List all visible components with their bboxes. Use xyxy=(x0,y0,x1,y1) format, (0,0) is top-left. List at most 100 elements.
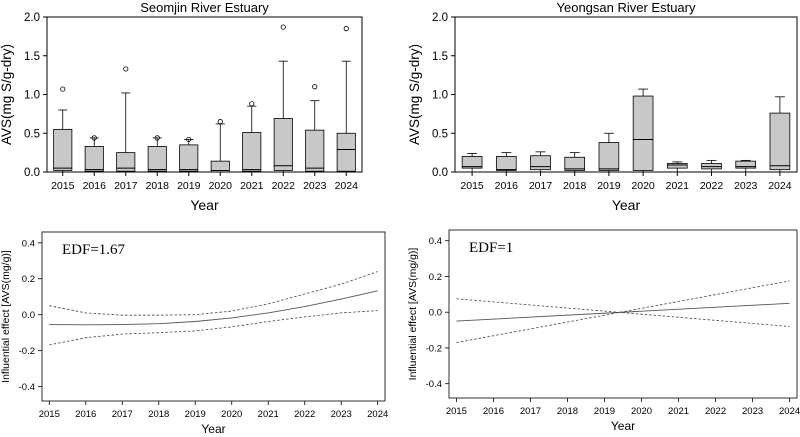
chart-title: Seomjin River Estuary xyxy=(140,0,269,15)
box-2019 xyxy=(598,132,620,173)
boxplot-panel-0: Seomjin River Estuary 0.0 0.5 1.0 1.5 2.0 2015… xyxy=(0,0,363,213)
x-tick-label: 2024 xyxy=(768,180,792,192)
x-tick-label: 2018 xyxy=(146,180,170,192)
outlier-point xyxy=(249,101,255,107)
box-iqr xyxy=(632,95,654,171)
box-2015 xyxy=(53,86,73,173)
x-tick-label: 2023 xyxy=(742,406,763,417)
box-2020 xyxy=(210,119,230,173)
box-iqr xyxy=(242,132,262,172)
plot-frame xyxy=(454,16,798,173)
x-tick-label: 2022 xyxy=(700,180,724,192)
effect-panel-2: -0.4 -0.2 0.0 0.2 0.4 2015 2016 2017 2018 2019 202… xyxy=(0,231,388,436)
x-tick-label: 2023 xyxy=(303,180,327,192)
series-line-upper xyxy=(49,271,378,316)
x-axis-label: Year xyxy=(612,197,641,213)
y-tick-label: 0.0 xyxy=(24,167,40,179)
box-2024 xyxy=(336,26,356,173)
box-2017 xyxy=(530,151,551,173)
box-iqr xyxy=(84,146,104,172)
box-2024 xyxy=(769,96,791,173)
box-iqr xyxy=(53,128,73,171)
outlier-point xyxy=(60,86,66,92)
y-tick-label: 0.2 xyxy=(22,274,35,285)
y-axis-label: Influential effect [AVS(mg/g)] xyxy=(407,248,419,381)
x-tick-label: 2019 xyxy=(597,180,621,192)
box-2018 xyxy=(564,152,586,173)
series-line-fit xyxy=(456,302,790,322)
outlier-point xyxy=(186,136,192,143)
x-tick-label: 2021 xyxy=(668,406,689,417)
y-tick-label: -0.2 xyxy=(426,343,442,354)
box-iqr xyxy=(116,152,136,172)
x-axis-label: Year xyxy=(201,422,225,436)
x-tick-label: 2019 xyxy=(594,406,615,417)
x-tick-label: 2024 xyxy=(367,409,388,420)
y-tick-label: -0.2 xyxy=(19,346,35,357)
x-tick-label: 2018 xyxy=(563,180,587,192)
x-tick-label: 2016 xyxy=(495,180,519,192)
y-tick-label: 0.4 xyxy=(429,236,442,247)
x-axis-label: Year xyxy=(611,419,635,433)
y-tick-label: 0.0 xyxy=(429,308,442,319)
y-tick-label: 0.0 xyxy=(22,310,35,321)
edf-annotation: EDF=1 xyxy=(469,240,513,256)
outlier-point xyxy=(280,24,286,30)
x-tick-label: 2018 xyxy=(557,406,578,417)
x-tick-label: 2023 xyxy=(734,180,758,192)
x-tick-label: 2019 xyxy=(177,180,201,192)
x-tick-label: 2017 xyxy=(114,180,138,192)
outlier-point xyxy=(123,66,129,72)
x-tick-label: 2020 xyxy=(221,409,242,420)
box-iqr xyxy=(564,156,586,171)
x-tick-label: 2022 xyxy=(705,406,726,417)
box-2016 xyxy=(84,135,104,173)
x-tick-label: 2018 xyxy=(148,409,169,420)
x-tick-label: 2017 xyxy=(112,409,133,420)
boxplot-panel-1: Yeongsan River Estuary 0.0 0.5 1.0 1.5 2.0 201… xyxy=(407,0,798,213)
series-line-upper xyxy=(456,298,790,327)
x-tick-label: 2022 xyxy=(272,180,296,192)
x-tick-label: 2024 xyxy=(335,180,359,192)
outlier-point xyxy=(91,135,97,141)
x-tick-label: 2022 xyxy=(294,409,315,420)
y-tick-label: 0.0 xyxy=(432,167,448,179)
x-tick-label: 2020 xyxy=(631,406,652,417)
y-tick-label: -0.4 xyxy=(426,379,442,390)
box-2018 xyxy=(147,135,167,173)
box-iqr xyxy=(336,132,356,172)
box-2023 xyxy=(305,84,325,173)
box-iqr xyxy=(495,156,517,171)
box-2023 xyxy=(735,159,757,173)
box-2021 xyxy=(666,161,688,173)
box-iqr xyxy=(179,144,199,172)
y-axis-label: AVS(mg S/g-dry) xyxy=(407,44,422,145)
x-tick-label: 2020 xyxy=(631,180,655,192)
y-tick-label: 1.5 xyxy=(432,51,448,63)
box-2019 xyxy=(179,136,199,173)
series-line-lower xyxy=(49,310,378,346)
x-tick-label: 2015 xyxy=(51,180,75,192)
y-tick-label: 1.0 xyxy=(432,90,448,102)
box-2021 xyxy=(242,101,262,173)
x-tick-label: 2019 xyxy=(185,409,206,420)
box-iqr xyxy=(210,160,230,173)
x-tick-label: 2016 xyxy=(83,180,107,192)
y-tick-label: 0.4 xyxy=(22,238,35,249)
outlier-point xyxy=(217,119,223,125)
chart-title: Yeongsan River Estuary xyxy=(557,0,696,15)
box-iqr xyxy=(666,163,688,169)
x-tick-label: 2017 xyxy=(520,406,541,417)
series-line-fit xyxy=(49,290,378,326)
y-tick-label: 2.0 xyxy=(24,12,40,24)
plot-frame xyxy=(448,229,798,399)
plot-frame xyxy=(41,231,386,402)
box-iqr xyxy=(273,118,293,171)
edf-annotation: EDF=1.67 xyxy=(62,242,126,258)
y-tick-label: 0.5 xyxy=(432,128,448,140)
x-tick-label: 2020 xyxy=(209,180,233,192)
y-axis-label: AVS(mg S/g-dry) xyxy=(0,44,14,145)
x-tick-label: 2023 xyxy=(331,409,352,420)
x-tick-label: 2015 xyxy=(460,180,484,192)
box-iqr xyxy=(147,146,167,172)
